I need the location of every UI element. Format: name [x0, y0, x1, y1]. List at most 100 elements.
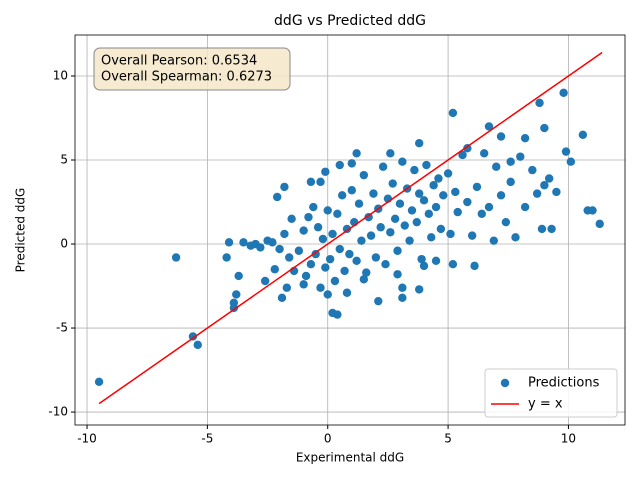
point [306, 177, 316, 187]
point [272, 192, 282, 202]
point [335, 160, 344, 170]
point [439, 191, 448, 200]
point [537, 224, 547, 234]
point [436, 224, 446, 234]
point [337, 191, 347, 200]
point [342, 288, 352, 297]
point [453, 207, 462, 217]
point [516, 152, 525, 161]
point [364, 212, 373, 222]
point [422, 160, 431, 170]
point [547, 224, 556, 234]
point [511, 233, 520, 242]
point [477, 209, 486, 218]
point [316, 177, 325, 187]
point [306, 259, 316, 269]
point [299, 226, 308, 235]
point [405, 236, 414, 245]
point [520, 133, 530, 143]
point [352, 256, 361, 266]
y-tick-label: 10 [53, 68, 68, 82]
annotation: Overall Spearman: 0.6273 [101, 70, 272, 85]
point [472, 182, 482, 192]
point [506, 177, 515, 187]
point [325, 254, 335, 264]
point [398, 157, 407, 166]
point [540, 181, 549, 190]
point [316, 283, 325, 292]
annotation-box [93, 47, 291, 91]
point [463, 144, 472, 153]
point [268, 238, 277, 247]
point [381, 259, 390, 269]
point [386, 228, 395, 237]
point [443, 169, 453, 178]
point [415, 285, 424, 294]
point [171, 253, 181, 262]
point [393, 246, 402, 255]
point [427, 233, 436, 242]
point [193, 340, 202, 350]
point [561, 147, 571, 156]
point [347, 159, 357, 168]
point [285, 253, 294, 262]
point [484, 122, 494, 131]
point [301, 271, 311, 281]
y-tick-label: -10 [48, 405, 68, 419]
point [362, 268, 371, 277]
x-tick-label: -10 [77, 432, 97, 446]
point [282, 283, 292, 292]
point [535, 98, 544, 108]
point [232, 290, 241, 299]
point [484, 202, 494, 212]
point [234, 271, 243, 281]
point [489, 236, 499, 245]
point [280, 182, 289, 192]
point [496, 191, 506, 200]
point [256, 243, 265, 252]
point [335, 244, 344, 254]
point [496, 132, 506, 141]
point [492, 162, 501, 171]
point [393, 270, 402, 279]
point [419, 196, 429, 205]
point [188, 332, 198, 341]
point [467, 231, 477, 240]
point [390, 214, 400, 224]
point [458, 150, 467, 160]
point [224, 238, 234, 247]
point [371, 253, 381, 262]
point [429, 181, 438, 190]
point [340, 266, 349, 276]
point [398, 283, 407, 292]
point [328, 229, 337, 239]
plot-frame [74, 34, 626, 426]
point [431, 256, 441, 266]
point [294, 246, 304, 255]
point [386, 149, 395, 158]
point [446, 229, 455, 239]
point [330, 276, 340, 286]
point [347, 186, 357, 195]
point [566, 157, 576, 166]
point [520, 202, 530, 212]
point [318, 234, 328, 244]
point [270, 265, 279, 274]
point [528, 165, 537, 175]
point [359, 275, 369, 284]
legend-box [484, 368, 618, 418]
y-tick-label: 0 [60, 237, 68, 251]
point [304, 212, 313, 222]
point [448, 108, 458, 118]
legend-marker [500, 378, 510, 388]
point [222, 253, 231, 262]
point [333, 310, 342, 319]
point [342, 224, 352, 234]
point [400, 221, 409, 230]
point [94, 377, 104, 387]
x-tick-label: -5 [201, 432, 213, 446]
point [239, 238, 248, 247]
point [260, 276, 270, 286]
point [323, 290, 332, 299]
